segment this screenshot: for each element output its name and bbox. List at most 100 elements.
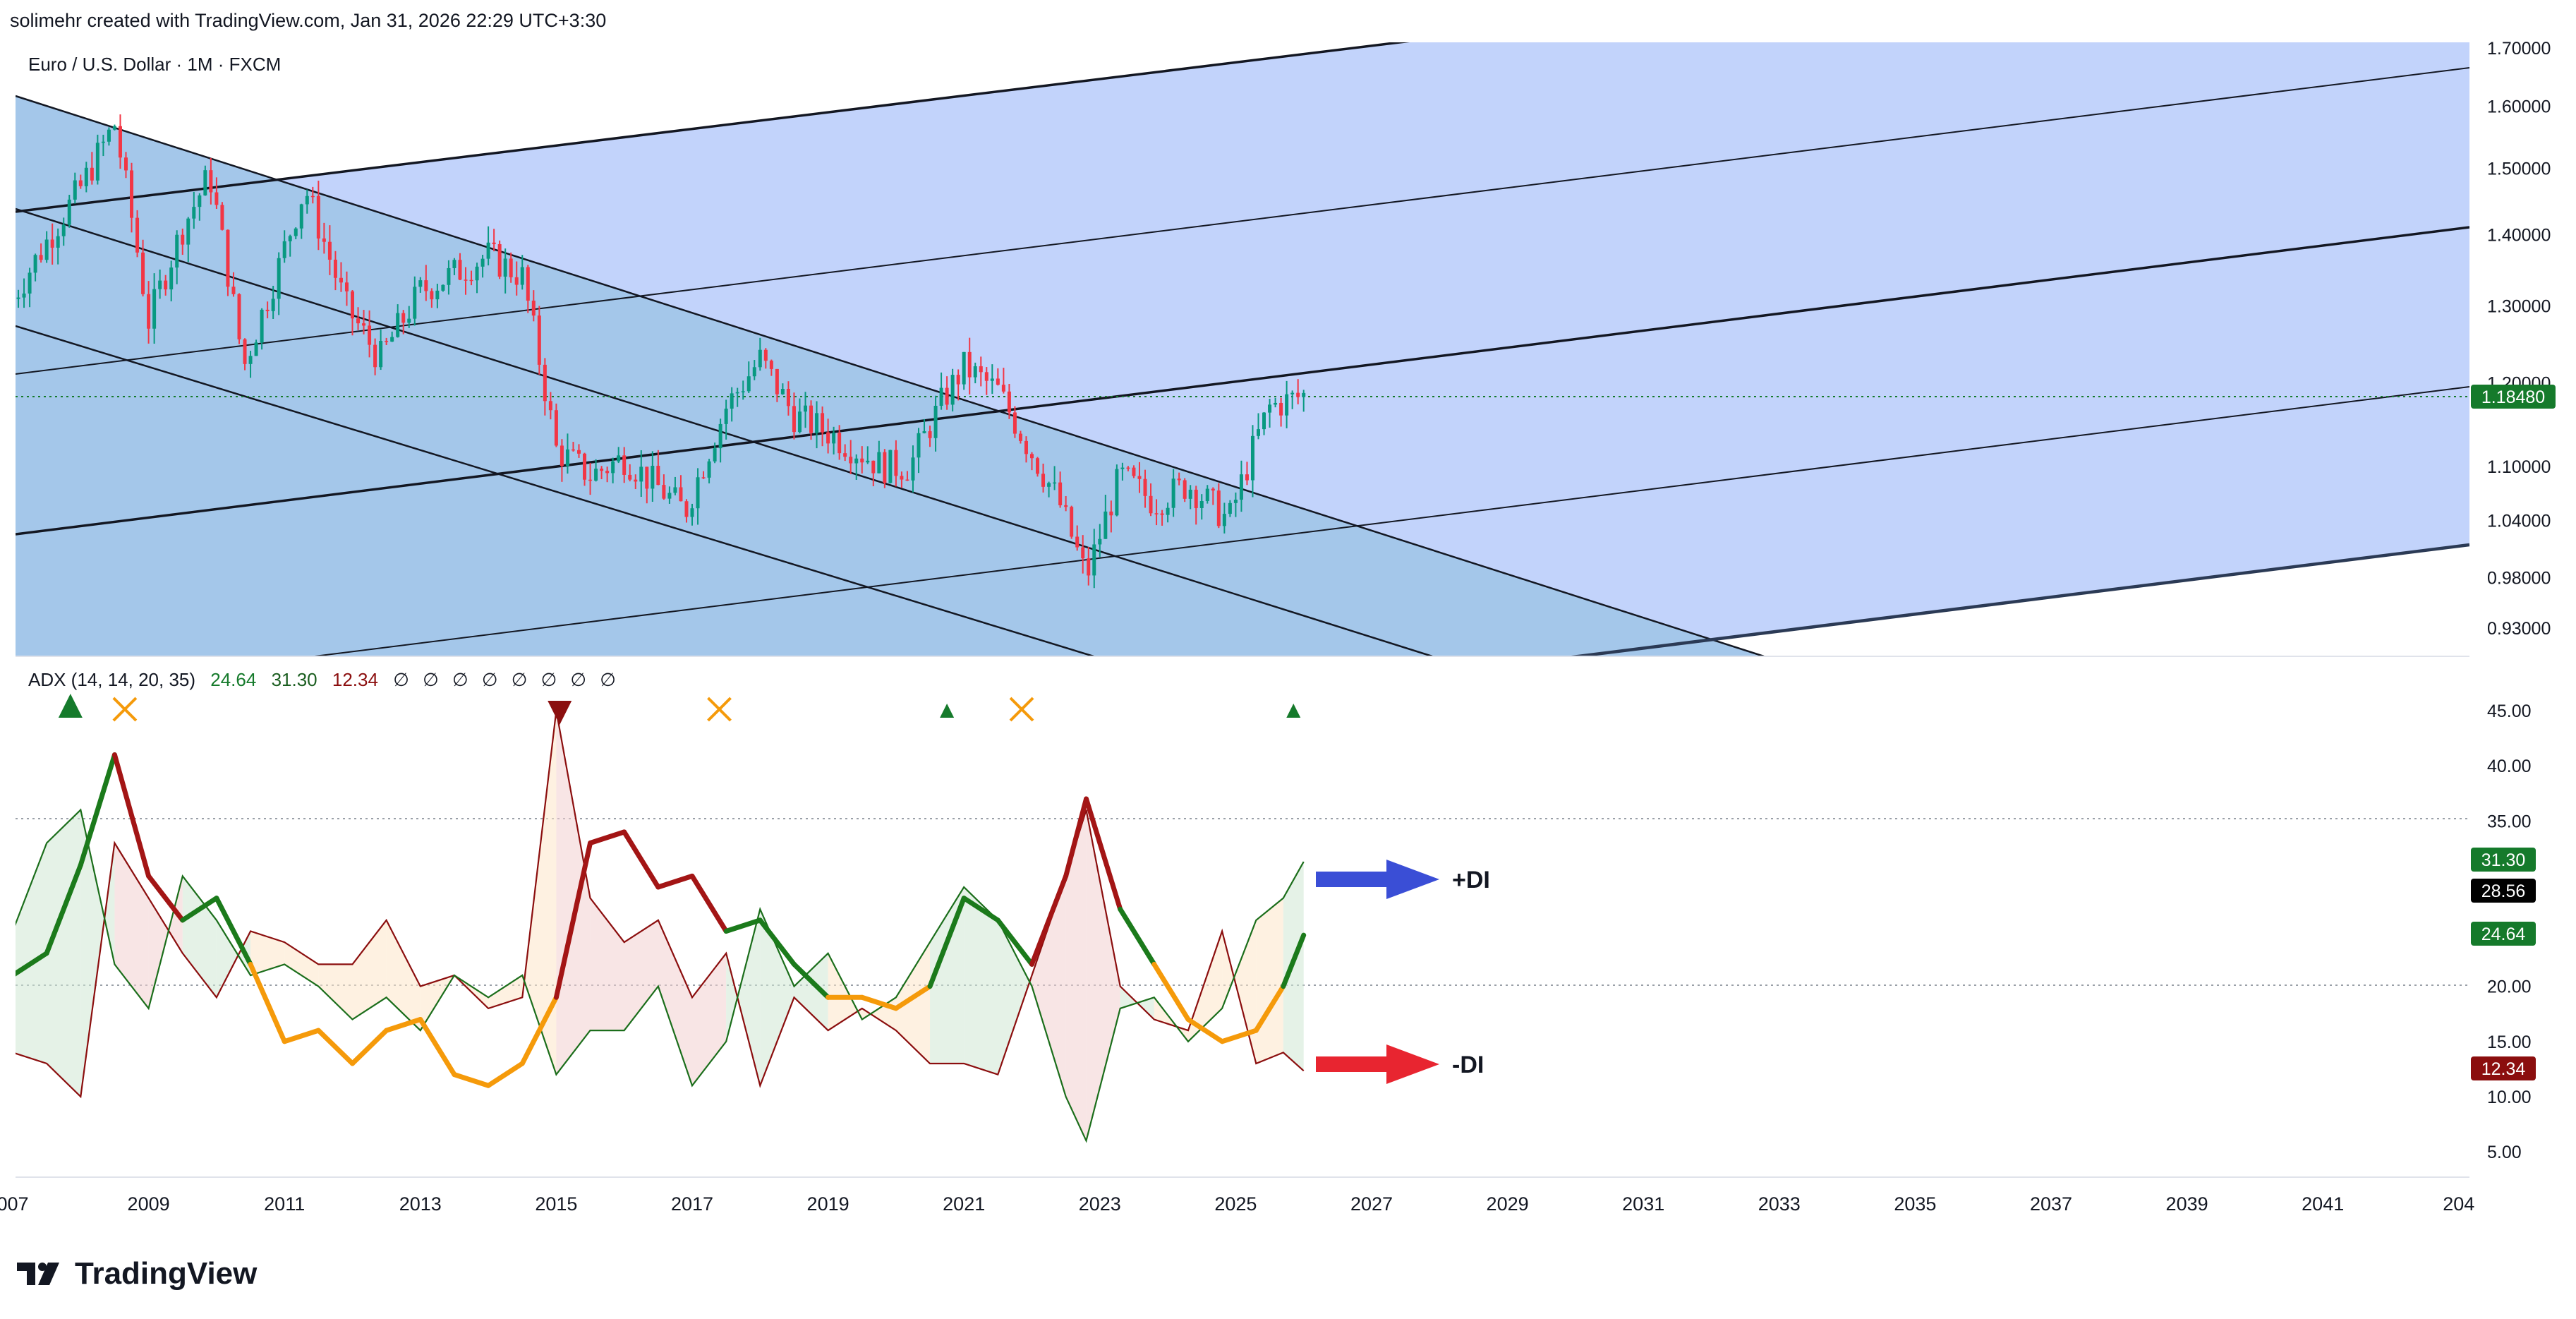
time-tick: 2037 xyxy=(2030,1193,2072,1215)
time-axis[interactable]: 007 2009 2011 2013 2015 2017 2019 2021 2023 2025 2… xyxy=(0,1193,2474,1215)
candle xyxy=(401,310,406,335)
candle xyxy=(1285,380,1289,428)
candle xyxy=(804,392,807,428)
candle xyxy=(1109,500,1113,533)
adx-segment xyxy=(1118,906,1157,967)
adx-segment xyxy=(927,896,967,989)
candle xyxy=(973,362,977,384)
candle xyxy=(1137,462,1142,493)
price-tick: 1.10000 xyxy=(2487,457,2551,477)
di-fill-segment xyxy=(182,876,217,998)
candle xyxy=(107,127,111,146)
candle xyxy=(1058,471,1063,508)
candle xyxy=(565,433,569,474)
price-axis[interactable]: 1.700001.600001.500001.400001.300001.200… xyxy=(2487,39,2551,639)
indicator-minus-di-value: 12.34 xyxy=(332,669,378,690)
candle xyxy=(758,337,762,371)
candle xyxy=(611,457,615,483)
desc-line-top xyxy=(16,95,1765,656)
neutral-signal-cross xyxy=(707,697,732,722)
time-tick: 2019 xyxy=(807,1193,849,1215)
time-tick: 2027 xyxy=(1350,1193,1393,1215)
candle xyxy=(933,395,938,452)
minus-di-line xyxy=(16,710,1305,1099)
asc-line-top xyxy=(16,42,1410,213)
adx-axis[interactable]: 45.00 40.00 35.00 20.00 15.00 10.00 5.00 xyxy=(2487,701,2532,1162)
candle xyxy=(356,307,361,330)
candle xyxy=(435,284,440,308)
author-line: solimehr created with TradingView.com, J… xyxy=(10,10,607,31)
candle xyxy=(866,446,870,464)
time-tick: 2021 xyxy=(943,1193,985,1215)
candle xyxy=(430,288,434,308)
candle xyxy=(327,225,332,275)
candle xyxy=(164,275,168,296)
candle xyxy=(990,364,994,395)
adx-tick: 45.00 xyxy=(2487,701,2532,721)
candle xyxy=(673,476,677,495)
candle xyxy=(628,464,632,482)
time-tick: 2033 xyxy=(1758,1193,1801,1215)
asc-line-mid xyxy=(16,226,2469,536)
adx-segment xyxy=(553,841,593,1000)
candle xyxy=(797,398,802,434)
candle xyxy=(877,440,881,474)
candle xyxy=(1228,500,1232,517)
price-tick: 1.04000 xyxy=(2487,512,2551,531)
indicator-legend[interactable]: ADX (14, 14, 20, 35) 24.64 31.30 12.34 ∅… xyxy=(28,669,630,691)
candle xyxy=(135,210,140,258)
tradingview-logo[interactable]: TradingView xyxy=(17,1256,257,1291)
candle xyxy=(939,372,943,410)
adx-segment xyxy=(78,752,117,868)
candle xyxy=(1302,390,1306,412)
adx-pane[interactable] xyxy=(16,674,2469,1168)
candle xyxy=(837,425,842,460)
symbol-title[interactable]: Euro / U.S. Dollar · 1M · FXCM xyxy=(28,54,282,75)
candle xyxy=(368,310,372,358)
bull-signal-triangle xyxy=(58,694,83,718)
adx-segment xyxy=(1219,1028,1259,1044)
candle xyxy=(458,253,462,281)
adx-segment xyxy=(1063,796,1089,879)
candle xyxy=(480,255,485,278)
candle xyxy=(441,284,445,292)
candle xyxy=(198,193,202,221)
plus-di-arrow xyxy=(1316,860,1439,899)
candle xyxy=(917,428,921,474)
candle xyxy=(571,442,575,452)
candle xyxy=(1274,397,1278,408)
candle xyxy=(883,449,887,488)
candle xyxy=(684,499,689,523)
candle xyxy=(503,248,507,294)
candle xyxy=(832,426,836,454)
adx-segment xyxy=(588,829,627,845)
adx-segment xyxy=(859,994,899,1011)
candle xyxy=(600,466,604,480)
candle xyxy=(373,338,377,375)
candle xyxy=(424,265,428,301)
di-fill-segment xyxy=(1065,809,1087,1141)
candle xyxy=(1250,425,1254,498)
adx-segment xyxy=(757,917,797,967)
svg-text:24.64: 24.64 xyxy=(2481,924,2526,944)
di-fill-segment xyxy=(692,953,727,1086)
time-tick: 2029 xyxy=(1487,1193,1529,1215)
candle xyxy=(277,252,281,315)
indicator-plus-di-value: 31.30 xyxy=(271,669,318,690)
adx-segment xyxy=(146,873,186,923)
candle xyxy=(1115,464,1119,517)
candle xyxy=(815,401,819,449)
candle xyxy=(226,229,230,296)
adx-segment xyxy=(350,1028,389,1066)
candle xyxy=(56,228,60,265)
candle xyxy=(299,203,303,239)
candle xyxy=(520,255,524,290)
candle xyxy=(282,230,286,263)
asc-line-upper xyxy=(16,67,2469,375)
candle xyxy=(492,229,496,252)
candle xyxy=(33,253,37,282)
candle xyxy=(1262,412,1266,435)
candle xyxy=(351,290,354,336)
candle xyxy=(543,358,547,416)
